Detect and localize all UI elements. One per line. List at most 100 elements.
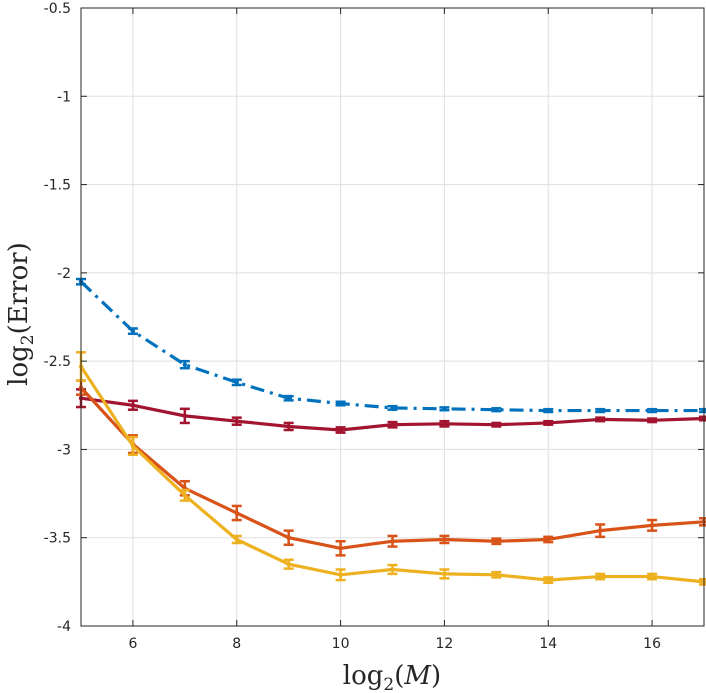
grid [81,7,704,627]
errorbar-orange [231,504,242,522]
errorbar-orange [439,534,450,545]
errorbar-yellow [491,570,502,579]
errorbar-yellow [231,534,242,545]
data-point-blue-dashdot [597,408,603,413]
data-point-blue-dashdot [546,408,551,413]
data-point-yellow [442,571,447,577]
errorbar-blue-dashdot [127,327,138,336]
errorbar-darkred [283,421,294,432]
errorbar-darkred [335,426,346,434]
x-tick-label: 8 [232,636,241,652]
series-yellow [76,351,706,586]
data-point-blue-dashdot [649,408,655,413]
errorbar-orange [543,535,554,544]
data-point-blue-dashdot [390,405,395,411]
errorbar-blue-dashdot [699,407,706,414]
errorbar-blue-dashdot [283,394,294,402]
y-tick-label: -3.5 [44,531,71,547]
errorbar-blue-dashdot [595,407,606,414]
data-point-yellow [494,572,499,577]
data-point-blue-dashdot [442,406,447,412]
data-point-blue-dashdot [182,362,188,367]
errorbar-blue-dashdot [387,404,398,411]
y-tick-label: -2 [57,266,71,282]
errorbar-blue-dashdot [439,406,450,412]
errorbar-darkred [387,420,398,429]
data-point-orange [494,539,499,544]
errorbar-blue-dashdot [335,400,346,407]
data-point-yellow [597,574,603,579]
data-point-darkred [494,422,499,427]
y-tick-label: -1 [57,89,71,105]
errorbar-yellow [283,558,294,570]
y-tick-label: -3 [57,442,71,458]
tick-labels: 6 8 10 12 14 16 -4 -3.5 -3 -2.5 -2 -1.5 -1 -0.5 [44,1,661,652]
data-point-darkred [442,421,447,427]
data-point-yellow [546,577,551,583]
errorbar-darkred [179,407,190,425]
x-tick-label: 10 [332,636,350,652]
data-point-yellow [130,443,136,449]
data-point-orange [286,535,291,540]
data-point-darkred [338,427,343,433]
series-line-yellow [79,365,705,584]
data-point-darkred [182,413,188,419]
x-axis-title: log2(M) [343,661,441,693]
errorbar-darkred [491,421,502,428]
errorbar-yellow [335,568,346,582]
data-point-orange [390,539,395,544]
errorbar-orange [283,529,294,547]
data-point-darkred [286,424,291,429]
errorbar-yellow [595,572,606,581]
errorbar-orange [335,539,346,557]
errorbar-yellow [179,488,190,502]
errorbar-yellow [647,572,658,581]
data-point-orange [597,528,603,533]
errorbar-blue-dashdot [491,407,502,413]
axes-box [80,7,705,627]
series-blue-dashdot [76,277,706,414]
series-line-blue-dashdot [79,280,704,413]
errorbar-orange [491,537,502,546]
errorbar-orange [387,534,398,548]
data-point-orange [649,523,655,528]
errorbar-darkred [543,419,554,426]
data-point-orange [442,537,447,542]
data-point-blue-dashdot [286,396,291,401]
errorbar-orange [595,523,606,539]
data-point-yellow [338,572,343,577]
errorbar-darkred [439,419,450,428]
errorbar-yellow [387,563,398,576]
data-point-blue-dashdot [234,380,239,385]
data-point-darkred [597,417,603,422]
data-point-orange [338,546,343,551]
data-point-darkred [546,420,551,426]
x-tick-label: 14 [539,636,557,652]
data-point-darkred [130,403,136,408]
y-tick-label: -2.5 [44,354,71,370]
data-point-blue-dashdot [494,407,499,412]
errorbar-darkred [595,416,606,423]
data-point-darkred [390,422,395,427]
data-point-yellow [286,562,291,567]
y-tick-label: -0.5 [44,1,71,17]
series-darkred [76,388,706,434]
errorbar-blue-dashdot [647,407,658,414]
data-point-darkred [234,418,239,424]
y-tick-label: -1.5 [44,178,71,194]
data-point-orange [234,510,239,516]
x-tick-label: 16 [643,636,661,652]
y-axis-title: log2(Error) [4,242,38,386]
errorbar-blue-dashdot [543,407,554,414]
data-point-yellow [182,493,188,498]
errorbar-darkred [231,416,242,426]
ticks [81,7,704,627]
x-tick-label: 6 [128,636,137,652]
data-point-yellow [234,537,239,542]
errorbar-yellow [127,435,138,456]
errorbar-yellow [543,576,554,584]
data-point-blue-dashdot [338,401,343,406]
data-point-yellow [649,574,655,579]
errorbar-blue-dashdot [179,359,190,370]
